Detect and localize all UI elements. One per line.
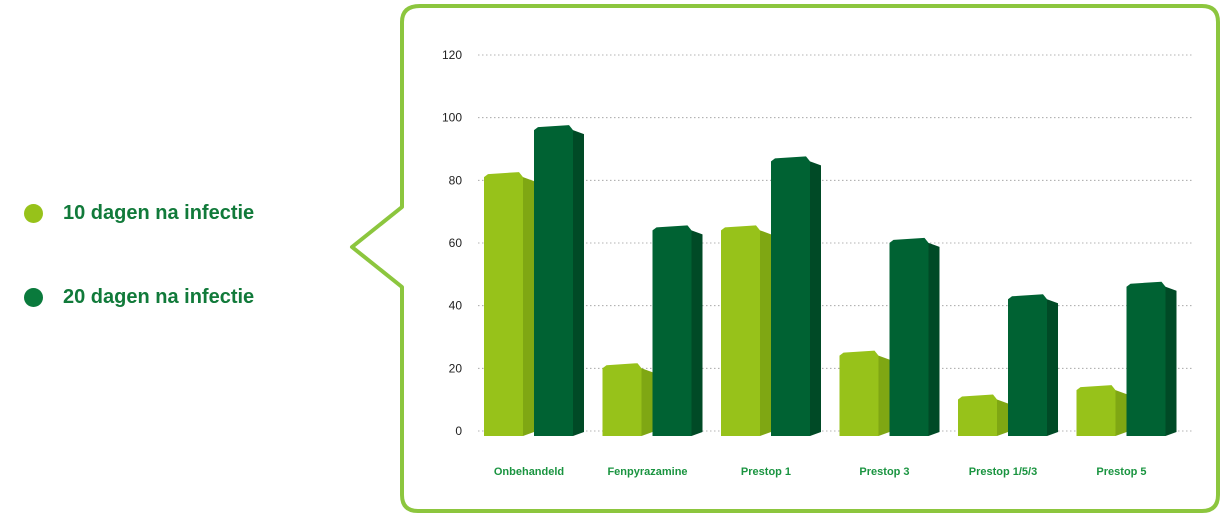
bar-side-face bbox=[760, 230, 771, 436]
grid-layer bbox=[478, 54, 1192, 432]
bar-side-face bbox=[523, 177, 534, 437]
x-category-label: Prestop 1/5/3 bbox=[969, 466, 1037, 478]
bar-10-dagen-prestop-5 bbox=[1076, 385, 1127, 436]
bar-front-face bbox=[958, 394, 997, 436]
bar-side-face bbox=[810, 161, 821, 436]
legend-item-10-dagen: 10 dagen na infectie bbox=[24, 195, 344, 231]
bar-front-face bbox=[484, 172, 523, 437]
bar-front-face bbox=[889, 237, 929, 436]
bar-10-dagen-prestop-3 bbox=[839, 350, 890, 436]
legend-swatch-light-green bbox=[24, 203, 43, 223]
bar-side-face bbox=[573, 130, 584, 437]
legend-label-10-dagen: 10 dagen na infectie bbox=[63, 201, 255, 224]
bar-20-dagen-fenpyrazamine bbox=[652, 225, 703, 436]
bar-front-face bbox=[1126, 281, 1166, 436]
bars-layer bbox=[484, 125, 1177, 437]
bar-20-dagen-prestop-3 bbox=[889, 237, 940, 436]
chart-legend: 10 dagen na infectie 20 dagen na infecti… bbox=[24, 195, 344, 363]
bar-front-face bbox=[602, 363, 642, 436]
y-tick-label-40: 40 bbox=[449, 299, 463, 313]
legend-item-20-dagen: 20 dagen na infectie bbox=[24, 279, 344, 315]
bar-20-dagen-prestop-1-5-3 bbox=[1008, 294, 1058, 436]
bar-side-face bbox=[1047, 299, 1058, 436]
legend-label-20-dagen: 20 dagen na infectie bbox=[63, 285, 255, 308]
y-tick-label-20: 20 bbox=[449, 361, 463, 375]
bar-side-face bbox=[878, 355, 890, 436]
bar-side-face bbox=[1165, 286, 1177, 436]
bar-front-face bbox=[1008, 294, 1047, 436]
bar-20-dagen-onbehandeld bbox=[534, 125, 584, 437]
y-tick-label-120: 120 bbox=[442, 48, 462, 62]
y-tick-label-60: 60 bbox=[449, 236, 463, 250]
bar-10-dagen-prestop-1 bbox=[721, 225, 771, 436]
bar-10-dagen-fenpyrazamine bbox=[602, 363, 653, 436]
bar-front-face bbox=[1076, 385, 1116, 436]
y-tick-label-100: 100 bbox=[442, 111, 462, 125]
bar-side-face bbox=[997, 399, 1008, 436]
bar-20-dagen-prestop-1 bbox=[771, 156, 821, 436]
bar-side-face bbox=[1115, 390, 1127, 436]
x-category-label: Onbehandeld bbox=[494, 466, 564, 478]
legend-swatch-dark-green bbox=[24, 287, 43, 307]
x-category-label: Prestop 3 bbox=[859, 466, 909, 478]
x-category-label: Fenpyrazamine bbox=[607, 466, 687, 478]
bar-front-face bbox=[771, 156, 810, 436]
y-tick-label-0: 0 bbox=[455, 424, 462, 438]
labels-layer: 0 20 40 60 80 100 120 Onbehandeld Fenpyrazamine P… bbox=[442, 48, 1147, 478]
bar-front-face bbox=[721, 225, 760, 436]
x-category-label: Prestop 5 bbox=[1096, 466, 1146, 478]
bar-20-dagen-prestop-5 bbox=[1126, 281, 1177, 436]
bar-side-face bbox=[691, 230, 703, 436]
bar-side-face bbox=[641, 368, 653, 436]
bar-front-face bbox=[652, 225, 692, 436]
bar-front-face bbox=[534, 125, 573, 437]
bar-front-face bbox=[839, 350, 879, 436]
x-category-label: Prestop 1 bbox=[741, 466, 791, 478]
bar-10-dagen-onbehandeld bbox=[484, 172, 534, 437]
bar-10-dagen-prestop-1-5-3 bbox=[958, 394, 1008, 436]
bar-side-face bbox=[928, 242, 940, 436]
y-tick-label-80: 80 bbox=[449, 173, 463, 187]
